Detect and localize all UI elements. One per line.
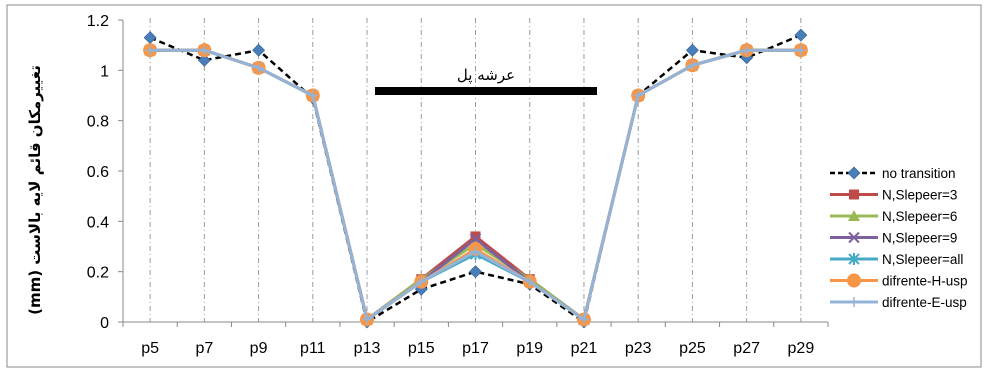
x-tick-label-p27: p27 xyxy=(733,340,760,357)
legend-item-4: N,Slepeer=all xyxy=(830,252,963,267)
legend-marker xyxy=(847,166,861,180)
data-point xyxy=(307,90,318,101)
legend-marker xyxy=(848,210,860,221)
x-tick-label-p5: p5 xyxy=(141,340,159,357)
legend-item-6: difrente-E-usp xyxy=(830,295,967,310)
data-point xyxy=(362,314,373,325)
y-tick-labels: 0 0.2 0.4 0.6 0.8 1 1.2 xyxy=(87,13,109,332)
legend-label: difrente-H-usp xyxy=(882,274,968,289)
legend-item-2: N,Slepeer=6 xyxy=(830,209,957,224)
data-point xyxy=(252,43,266,57)
x-tick-label-p7: p7 xyxy=(195,340,213,357)
legend-marker xyxy=(848,253,860,265)
legend-item-5: difrente-H-usp xyxy=(830,273,968,289)
data-point xyxy=(253,62,264,73)
data-point xyxy=(687,60,698,71)
data-point xyxy=(741,45,752,56)
y-tick-label: 0.8 xyxy=(87,114,109,131)
x-tick-label-p23: p23 xyxy=(625,340,652,357)
x-tick-labels: p5 p7 p9 p11 p13 p15 p17 p19 p21 p23 p25 p27 p29 xyxy=(141,340,814,357)
data-point xyxy=(524,276,535,287)
x-tick-label-p9: p9 xyxy=(250,340,268,357)
legend-item-3: N,Slepeer=9 xyxy=(830,231,957,246)
legend-label: N,Slepeer=3 xyxy=(882,188,957,203)
x-tick-label-p11: p11 xyxy=(300,340,326,357)
data-point xyxy=(470,231,481,242)
legend-item-0: no transition xyxy=(830,166,956,181)
y-axis-label: تغییرمکان قائم لایه بالاست (mm) xyxy=(26,65,44,315)
legend-label: N,Slepeer=6 xyxy=(882,209,957,224)
data-point xyxy=(633,90,644,101)
bridge-deck-bar xyxy=(375,87,597,95)
legend-marker xyxy=(849,189,859,200)
y-tick-label: 0.6 xyxy=(87,164,109,181)
legend-label: N,Slepeer=9 xyxy=(882,231,957,246)
legend-label: N,Slepeer=all xyxy=(882,252,963,267)
data-point xyxy=(145,45,156,56)
data-point xyxy=(685,43,699,57)
legend-item-1: N,Slepeer=3 xyxy=(830,188,957,203)
x-tick-label-p17: p17 xyxy=(462,340,489,357)
x-tick-label-p25: p25 xyxy=(679,340,706,357)
y-tick-label: 1 xyxy=(100,63,109,80)
x-tick-label-p13: p13 xyxy=(354,340,381,357)
y-tick-label: 0.2 xyxy=(87,265,109,282)
data-point xyxy=(795,45,806,56)
data-point xyxy=(416,276,427,287)
data-point xyxy=(794,28,808,42)
legend-marker xyxy=(847,273,861,288)
data-point xyxy=(470,246,481,257)
x-tick-label-p19: p19 xyxy=(516,340,543,357)
data-point xyxy=(199,45,210,56)
data-point xyxy=(469,233,482,245)
legend-label: difrente-E-usp xyxy=(882,295,967,310)
data-point xyxy=(469,265,482,279)
y-tick-label: 0.4 xyxy=(87,214,109,231)
axes xyxy=(118,19,829,327)
data-point xyxy=(197,53,211,67)
y-tick-label: 1.2 xyxy=(87,13,109,30)
legend-marker xyxy=(848,231,860,244)
x-tick-label-p29: p29 xyxy=(788,340,815,357)
bridge-deck-label: عرشه پل xyxy=(457,66,515,85)
legend-label: no transition xyxy=(882,166,956,181)
series-6 xyxy=(145,45,806,325)
legend: no transition N,Slepeer=3 N,Slepeer=6 N,Sle… xyxy=(830,166,968,310)
x-tick-label-p21: p21 xyxy=(571,340,598,357)
y-tick-label: 0 xyxy=(100,315,109,332)
legend-marker xyxy=(849,297,859,307)
chart-border xyxy=(6,4,982,368)
x-tick-label-p15: p15 xyxy=(408,340,435,357)
data-point xyxy=(578,314,589,325)
series-group xyxy=(143,28,808,329)
